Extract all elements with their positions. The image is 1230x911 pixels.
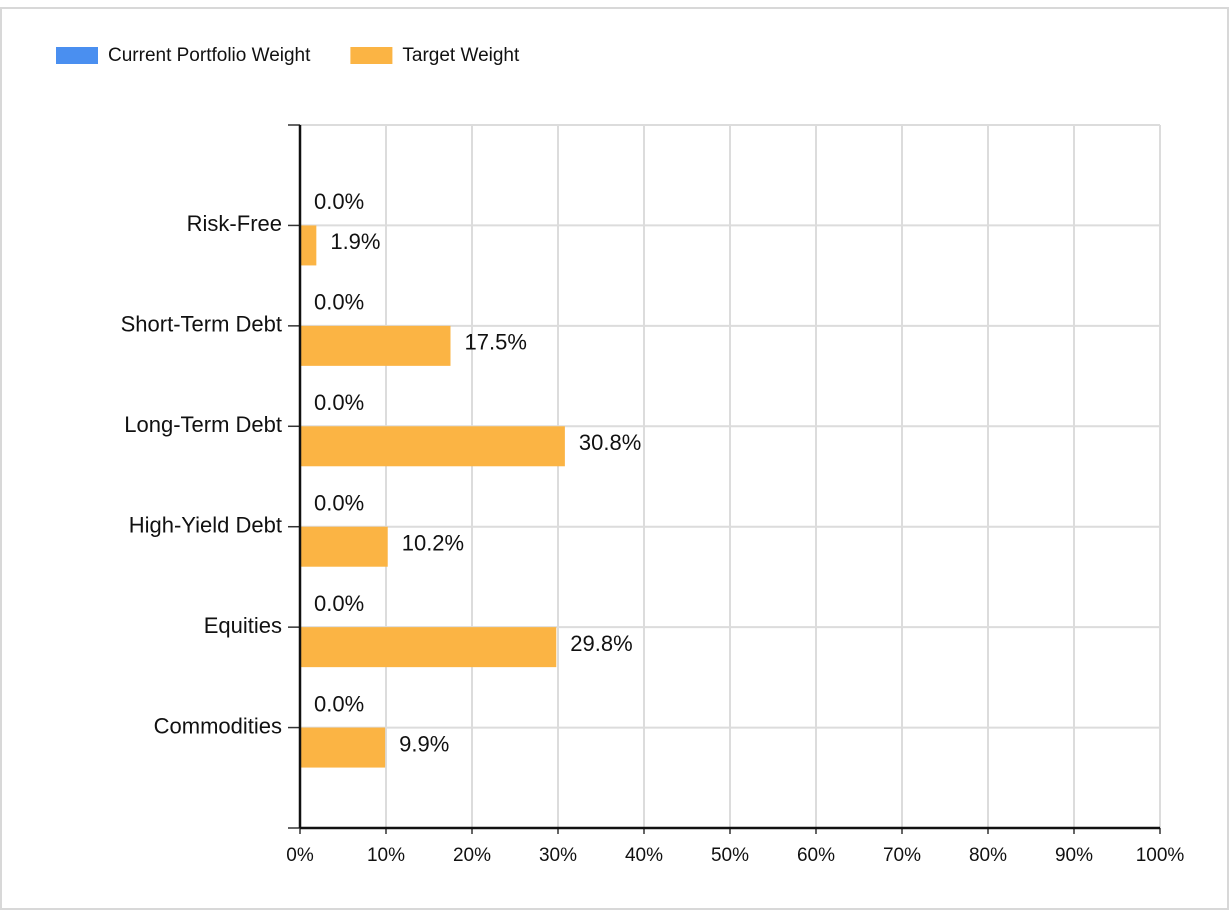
bar <box>300 325 451 366</box>
bar <box>300 426 565 467</box>
chart-frame <box>0 7 1229 910</box>
y-tick-label: High-Yield Debt <box>129 513 282 538</box>
legend-label: Current Portfolio Weight <box>108 45 311 66</box>
value-label: 1.9% <box>330 229 380 254</box>
bar <box>300 627 557 668</box>
bar <box>300 727 386 768</box>
value-label: 0.0% <box>314 591 364 616</box>
x-tick-label: 20% <box>453 845 491 866</box>
value-label: 0.0% <box>314 491 364 516</box>
value-label: 0.0% <box>314 290 364 315</box>
bar <box>300 526 388 567</box>
x-tick-label: 50% <box>711 845 749 866</box>
value-label: 30.8% <box>579 430 641 455</box>
x-tick-label: 100% <box>1136 845 1185 866</box>
x-tick-label: 30% <box>539 845 577 866</box>
value-label: 10.2% <box>402 531 464 556</box>
legend-label: Target Weight <box>402 45 520 66</box>
x-tick-label: 60% <box>797 845 835 866</box>
x-tick-label: 0% <box>286 845 314 866</box>
x-tick-label: 90% <box>1055 845 1093 866</box>
y-tick-label: Commodities <box>154 713 282 738</box>
y-tick-label: Equities <box>204 613 282 638</box>
value-label: 0.0% <box>314 691 364 716</box>
value-label: 0.0% <box>314 189 364 214</box>
legend-swatch <box>350 47 393 64</box>
value-label: 17.5% <box>465 330 527 355</box>
y-tick-label: Risk-Free <box>187 211 282 236</box>
value-label: 29.8% <box>570 631 632 656</box>
legend-swatch <box>56 47 98 64</box>
y-tick-label: Short-Term Debt <box>121 312 282 337</box>
x-tick-label: 70% <box>883 845 921 866</box>
value-label: 0.0% <box>314 390 364 415</box>
bar <box>300 225 317 266</box>
x-tick-label: 40% <box>625 845 663 866</box>
y-tick-label: Long-Term Debt <box>124 412 282 437</box>
x-tick-label: 10% <box>367 845 405 866</box>
x-tick-label: 80% <box>969 845 1007 866</box>
value-label: 9.9% <box>399 731 449 756</box>
